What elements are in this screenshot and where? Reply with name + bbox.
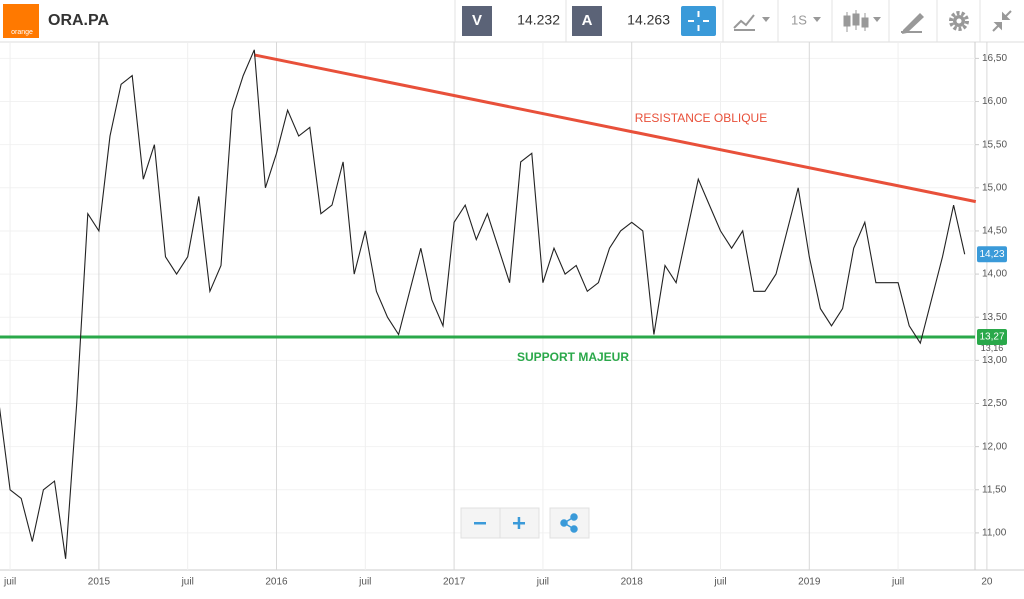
x-tick-label: 20 — [981, 577, 993, 588]
x-tick-label: juil — [3, 577, 16, 588]
dropdown-arrow — [813, 17, 821, 22]
resistance-line — [254, 53, 977, 204]
ask-label: A — [582, 12, 593, 29]
x-tick-label: 2019 — [798, 577, 821, 588]
price-badge-label: 14,23 — [979, 249, 1004, 260]
y-tick-label: 11,50 — [982, 484, 1007, 495]
resistance-label: RESISTANCE OBLIQUE — [635, 111, 767, 125]
share-button[interactable] — [560, 513, 578, 533]
bid-label: V — [472, 12, 482, 29]
y-tick-label: 14,00 — [982, 269, 1007, 280]
collapse-button[interactable] — [992, 10, 1012, 32]
support-badge-label: 13,27 — [979, 332, 1004, 343]
x-tick-label: 2016 — [265, 577, 288, 588]
x-tick-label: 2018 — [621, 577, 644, 588]
x-tick-label: juil — [181, 577, 194, 588]
y-tick-label: 12,00 — [982, 441, 1007, 452]
y-tick-label: 15,00 — [982, 182, 1007, 193]
ask-price: 14.263 — [627, 12, 670, 28]
price-badge — [977, 246, 1007, 263]
bid-button[interactable] — [462, 6, 492, 36]
ask-button[interactable] — [572, 6, 602, 36]
x-tick-label: juil — [358, 577, 371, 588]
crosshair-icon — [688, 11, 709, 31]
dropdown-arrow — [762, 17, 770, 22]
low-badge-label: 13,16 — [981, 343, 1004, 353]
logo — [3, 4, 39, 38]
bid-price: 14.232 — [517, 12, 560, 28]
y-tick-label: 15,50 — [982, 139, 1007, 150]
x-tick-label: 2015 — [88, 577, 111, 588]
chart-type-button[interactable] — [733, 14, 755, 31]
y-tick-label: 13,50 — [982, 312, 1007, 323]
crosshair-button[interactable] — [681, 6, 716, 36]
draw-button[interactable] — [901, 13, 924, 34]
candle-button[interactable] — [843, 10, 869, 32]
dropdown-arrow — [873, 17, 881, 22]
symbol: ORA.PA — [48, 12, 109, 29]
y-tick-label: 14,50 — [982, 226, 1007, 237]
y-tick-label: 11,00 — [982, 528, 1007, 539]
x-tick-label: 2017 — [443, 577, 466, 588]
zoom-in-button[interactable] — [513, 517, 525, 529]
settings-button[interactable] — [949, 11, 969, 31]
support-badge — [977, 329, 1007, 346]
y-tick-label: 12,50 — [982, 398, 1007, 409]
y-tick-label: 13,00 — [982, 355, 1007, 366]
zoom-out-button[interactable] — [474, 522, 486, 525]
period-button[interactable]: 1S — [791, 12, 807, 27]
share-controls — [549, 507, 590, 539]
logo-text: orange — [11, 29, 33, 36]
y-tick-label: 16,00 — [982, 96, 1007, 107]
y-tick-label: 16,50 — [982, 53, 1007, 64]
toolbar — [0, 0, 1024, 42]
grid — [0, 42, 988, 570]
support-label: SUPPORT MAJEUR — [517, 350, 629, 364]
price-line — [0, 49, 966, 559]
x-tick-label: juil — [536, 577, 549, 588]
plot — [0, 49, 977, 559]
x-tick-label: juil — [713, 577, 726, 588]
x-tick-label: juil — [891, 577, 904, 588]
